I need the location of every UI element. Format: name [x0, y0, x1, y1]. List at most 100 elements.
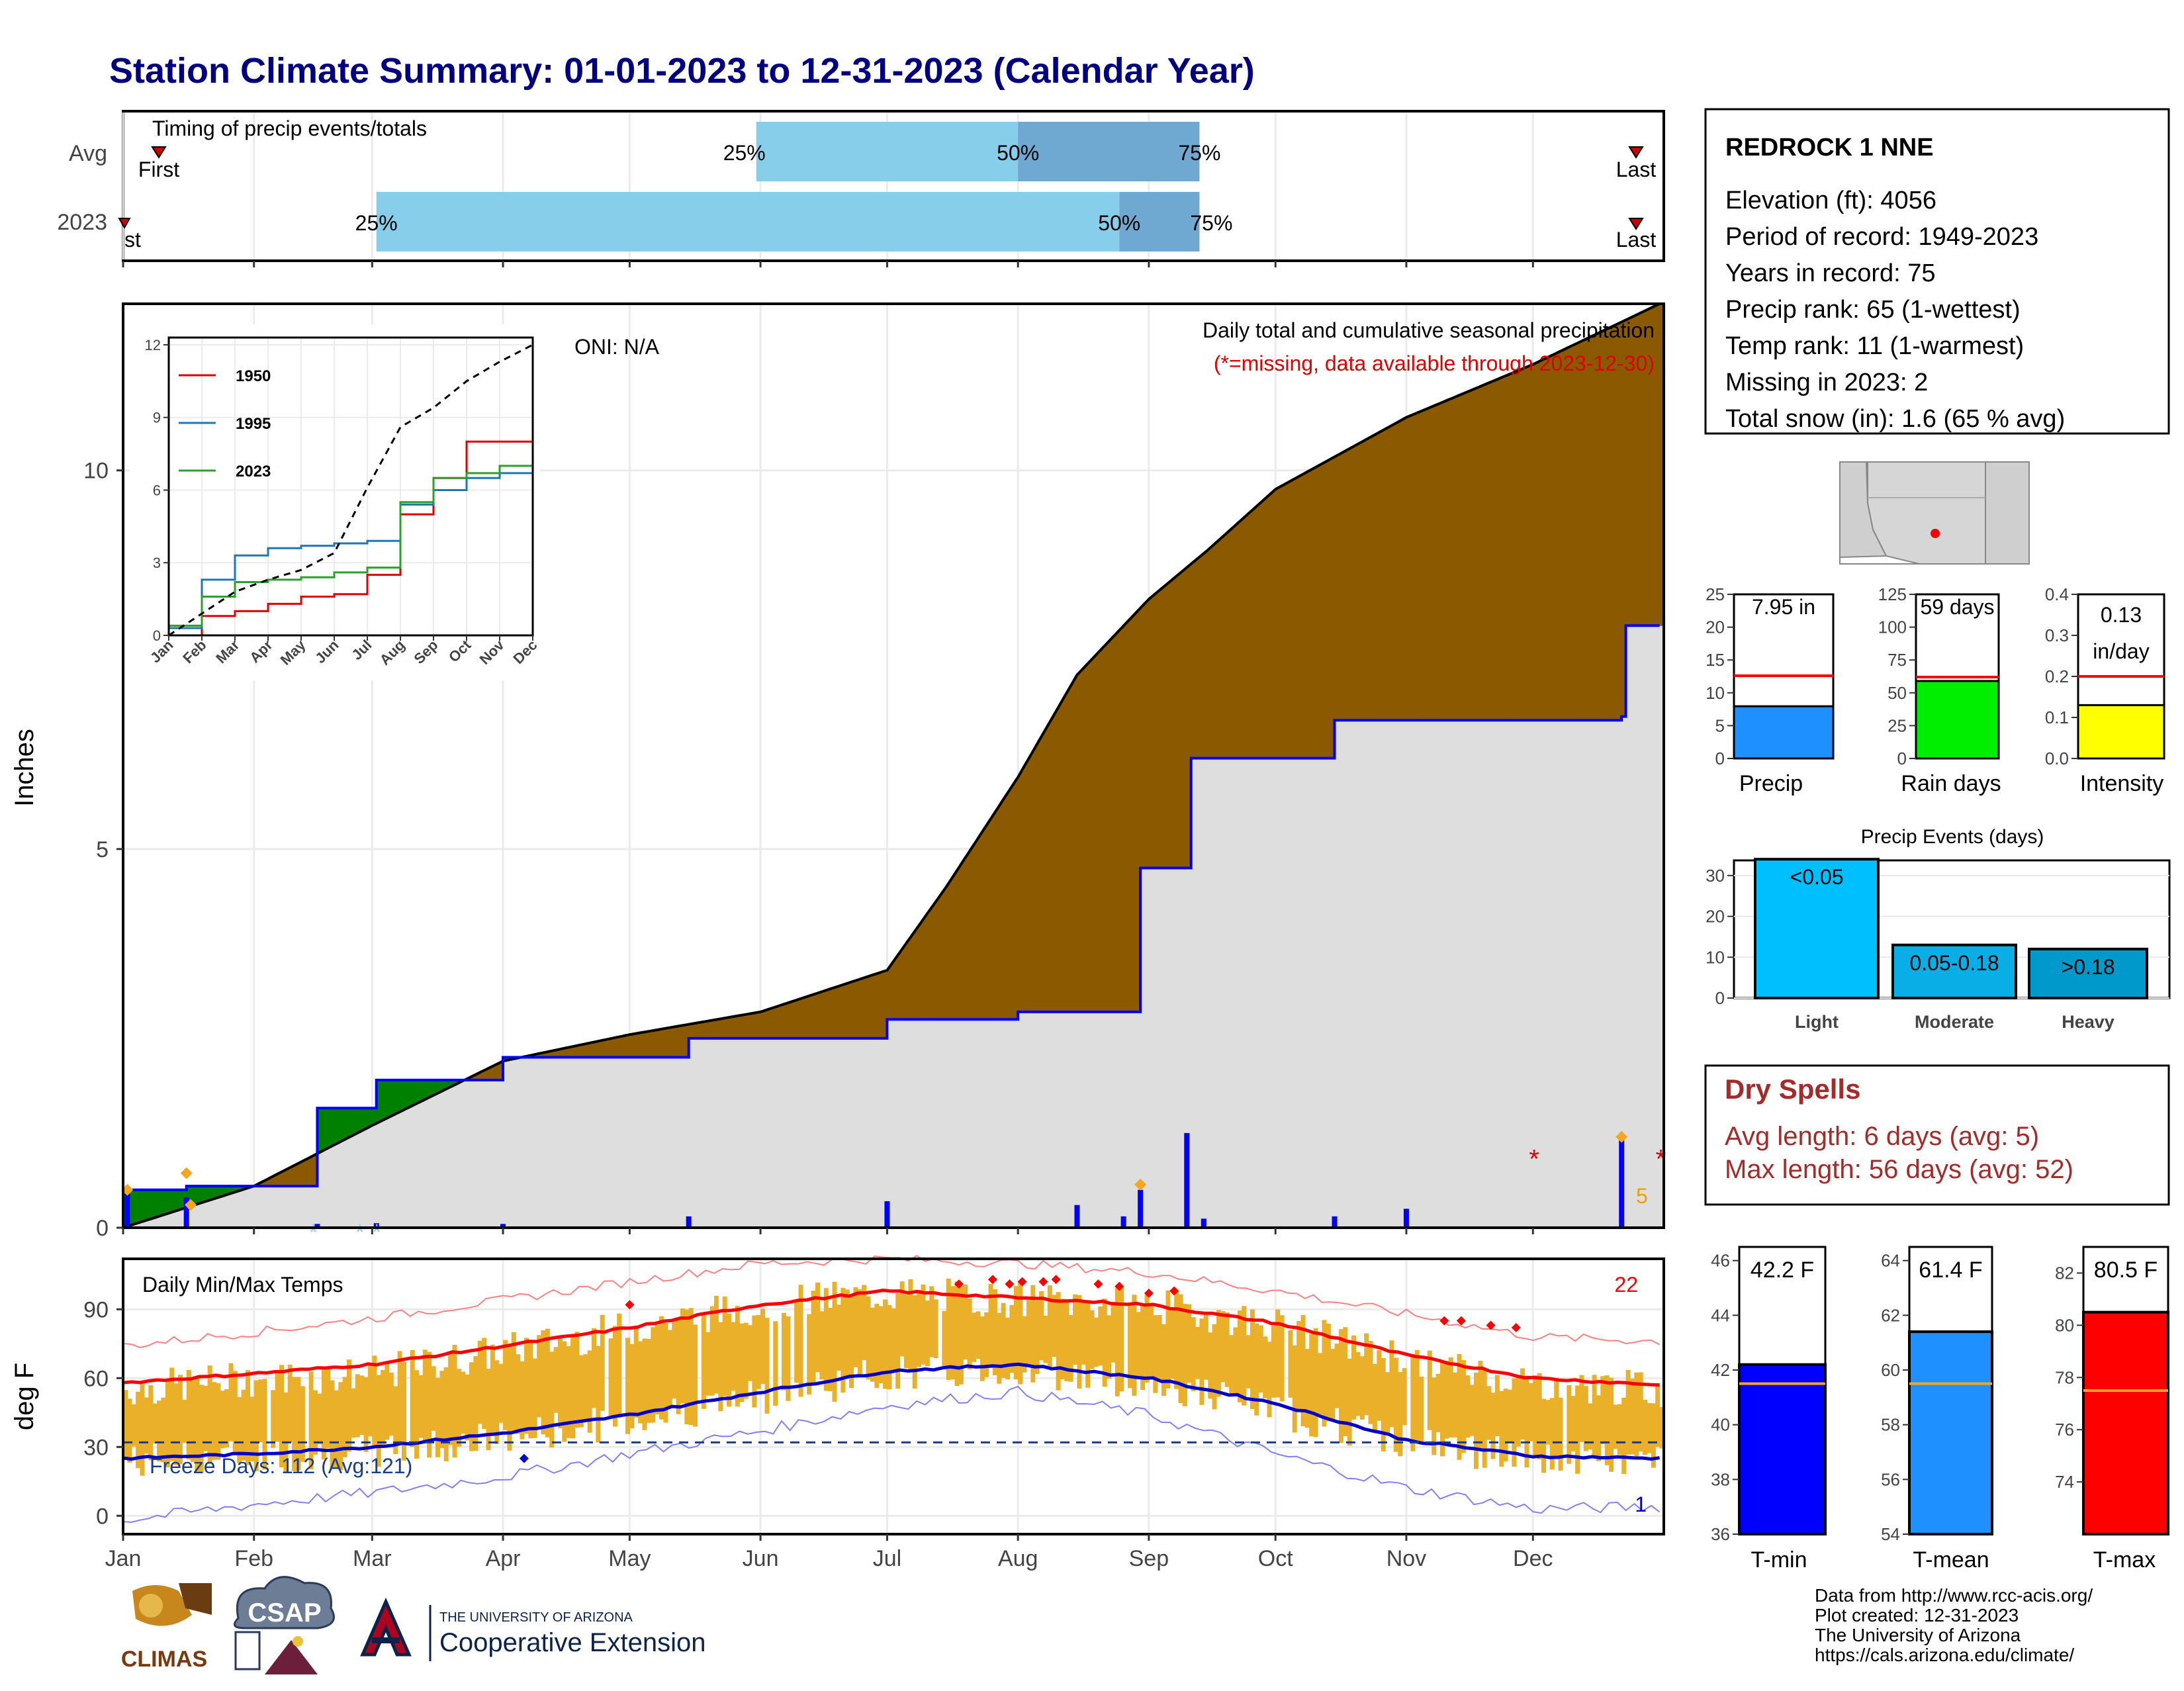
precip-ylabel: Inches	[10, 729, 39, 807]
freeze-days-text: Freeze Days: 112 (Avg:121)	[150, 1454, 412, 1478]
precip-events-chart: Precip Events (days) <0.05 Light 0.05-0.18…	[1706, 826, 2171, 1032]
mini-bar-tick-label: 15	[1706, 650, 1725, 670]
temp-ylabel: deg F	[10, 1363, 39, 1430]
precip-tick-label: 5	[96, 837, 109, 862]
event-category-label: Light	[1795, 1012, 1839, 1032]
precip-header: Daily total and cumulative seasonal prec…	[1203, 318, 1655, 342]
temp-bar-tick-label: 78	[2055, 1367, 2074, 1387]
temp-bar-tick-label: 44	[1711, 1305, 1730, 1325]
daily-precip-bar	[1332, 1216, 1338, 1228]
inset-tick-label: 0	[153, 627, 161, 644]
credits: Data from http://www.rcc-acis.org/ Plot …	[1815, 1585, 2093, 1665]
university-of-arizona-logo: THE UNIVERSITY OF ARIZONA Cooperative Ex…	[357, 1597, 705, 1661]
precip-events-title: Precip Events (days)	[1861, 826, 2044, 848]
temp-bar-value	[1908, 1330, 1993, 1535]
avg-q1-bar	[756, 122, 1019, 181]
record-high-marker	[954, 1279, 964, 1289]
record-high-marker	[1017, 1277, 1027, 1287]
temp-bar-label: T-max	[2093, 1547, 2156, 1573]
record-high-marker	[987, 1275, 997, 1285]
station-line: Period of record: 1949-2023	[1725, 223, 2038, 251]
credit-line: The University of Arizona	[1815, 1625, 2021, 1645]
daily-precip-bar	[1138, 1189, 1144, 1228]
month-label: Mar	[353, 1546, 392, 1571]
y2023-first-marker	[118, 218, 131, 230]
record-high-marker	[1051, 1275, 1061, 1285]
mini-bar-tick-label: 50	[1888, 683, 1907, 703]
station-location-marker	[1931, 529, 1940, 538]
csap-logo: CSAP	[233, 1576, 335, 1674]
record-high-marker	[1169, 1286, 1179, 1296]
temp-bar-tick-label: 36	[1711, 1524, 1730, 1544]
temp-bar-tick-label: 80	[2055, 1315, 2074, 1335]
mini-bar-tick-label: 0.2	[2045, 666, 2069, 686]
daily-precip-bar	[124, 1193, 130, 1228]
credit-line: https://cals.arizona.edu/climate/	[1815, 1645, 2074, 1665]
event-category-label: Heavy	[2062, 1012, 2115, 1032]
avg-last-marker	[1628, 146, 1644, 159]
timing-caption: Timing of precip events/totals	[152, 116, 427, 140]
mini-bar-tick-label: 25	[1888, 715, 1907, 735]
avg-first-label: First	[138, 158, 179, 181]
daily-precip-bar	[1619, 1136, 1625, 1228]
record-min-line	[122, 1385, 1661, 1523]
dry-spells-avg: Avg length: 6 days (avg: 5)	[1725, 1122, 2039, 1151]
mini-bar-tick-label: 0	[1715, 749, 1725, 768]
avg-first-marker	[151, 146, 167, 159]
daily-temp-range-bars	[123, 1278, 1664, 1476]
temp-bar-tick-label: 40	[1711, 1415, 1730, 1435]
temp-tick-label: 0	[96, 1504, 109, 1529]
month-label: Dec	[1513, 1546, 1553, 1571]
month-label: Apr	[486, 1546, 521, 1571]
climas-logo: CLIMAS	[113, 1582, 212, 1672]
credit-line: Plot created: 12-31-2023	[1815, 1605, 2019, 1625]
dry-spells-max: Max length: 56 days (avg: 52)	[1725, 1155, 2073, 1184]
legend-label-2023: 2023	[236, 463, 271, 480]
event-marker	[185, 1199, 197, 1211]
temp-bar-value-label: 80.5 F	[2094, 1257, 2158, 1283]
legend-label-1950: 1950	[236, 367, 271, 385]
hot-days-count: 22	[1614, 1273, 1638, 1297]
mini-bar-tick-label: 25	[1706, 584, 1725, 604]
mini-bar-tick-label: 0	[1897, 749, 1907, 768]
station-info-box: REDROCK 1 NNE Elevation (ft): 4056 Perio…	[1704, 108, 2170, 435]
events-tick-label: 30	[1706, 866, 1725, 886]
record-high-marker	[1456, 1316, 1466, 1326]
inset-average-line	[168, 343, 533, 637]
missing-data-marker: *	[1529, 1144, 1539, 1173]
y2023-p50-label: 50%	[1098, 211, 1140, 235]
mini-bar-label: Precip	[1739, 771, 1803, 796]
temp-bar-tick-label: 82	[2055, 1263, 2074, 1283]
location-map	[1839, 461, 2030, 565]
station-name: REDROCK 1 NNE	[1725, 134, 1934, 161]
y2023-q2-bar	[1119, 192, 1200, 251]
record-high-marker	[1005, 1279, 1015, 1289]
temp-bar-tick-label: 58	[1881, 1415, 1900, 1435]
temp-bar-value	[2082, 1310, 2169, 1535]
temp-bar-tick-label: 54	[1881, 1524, 1900, 1544]
temp-caption: Daily Min/Max Temps	[142, 1273, 343, 1297]
avg-q2-bar	[1018, 122, 1200, 181]
temp-bar-tick-label: 76	[2055, 1420, 2074, 1440]
avg-p25-label: 25%	[723, 141, 766, 165]
event-bar-label: <0.05	[1790, 865, 1844, 889]
y2023-last-label: Last	[1616, 228, 1657, 251]
mini-bar-tick-label: 0.4	[2045, 584, 2069, 604]
month-label: Jul	[873, 1546, 901, 1571]
inset-line-1950	[169, 437, 534, 637]
mini-bar-tick-label: 75	[1888, 650, 1907, 670]
month-label: Feb	[234, 1546, 273, 1571]
station-line: Precip rank: 65 (1-wettest)	[1725, 296, 2021, 324]
mini-bar-tick-label: 0.3	[2045, 625, 2069, 645]
event-bar-moderate	[1891, 943, 2017, 1000]
record-high-marker	[1093, 1279, 1103, 1289]
temp-bar-tick-label: 64	[1881, 1251, 1900, 1271]
station-line: Years in record: 75	[1725, 259, 1936, 287]
y2023-last-marker	[1628, 218, 1644, 230]
normal-precip-line	[122, 302, 1664, 1229]
temp-bar-label: T-min	[1751, 1547, 1807, 1573]
avg-p75-label: 75%	[1178, 141, 1220, 165]
record-high-marker	[1144, 1289, 1154, 1298]
event-bar-label: >0.18	[2062, 955, 2115, 979]
